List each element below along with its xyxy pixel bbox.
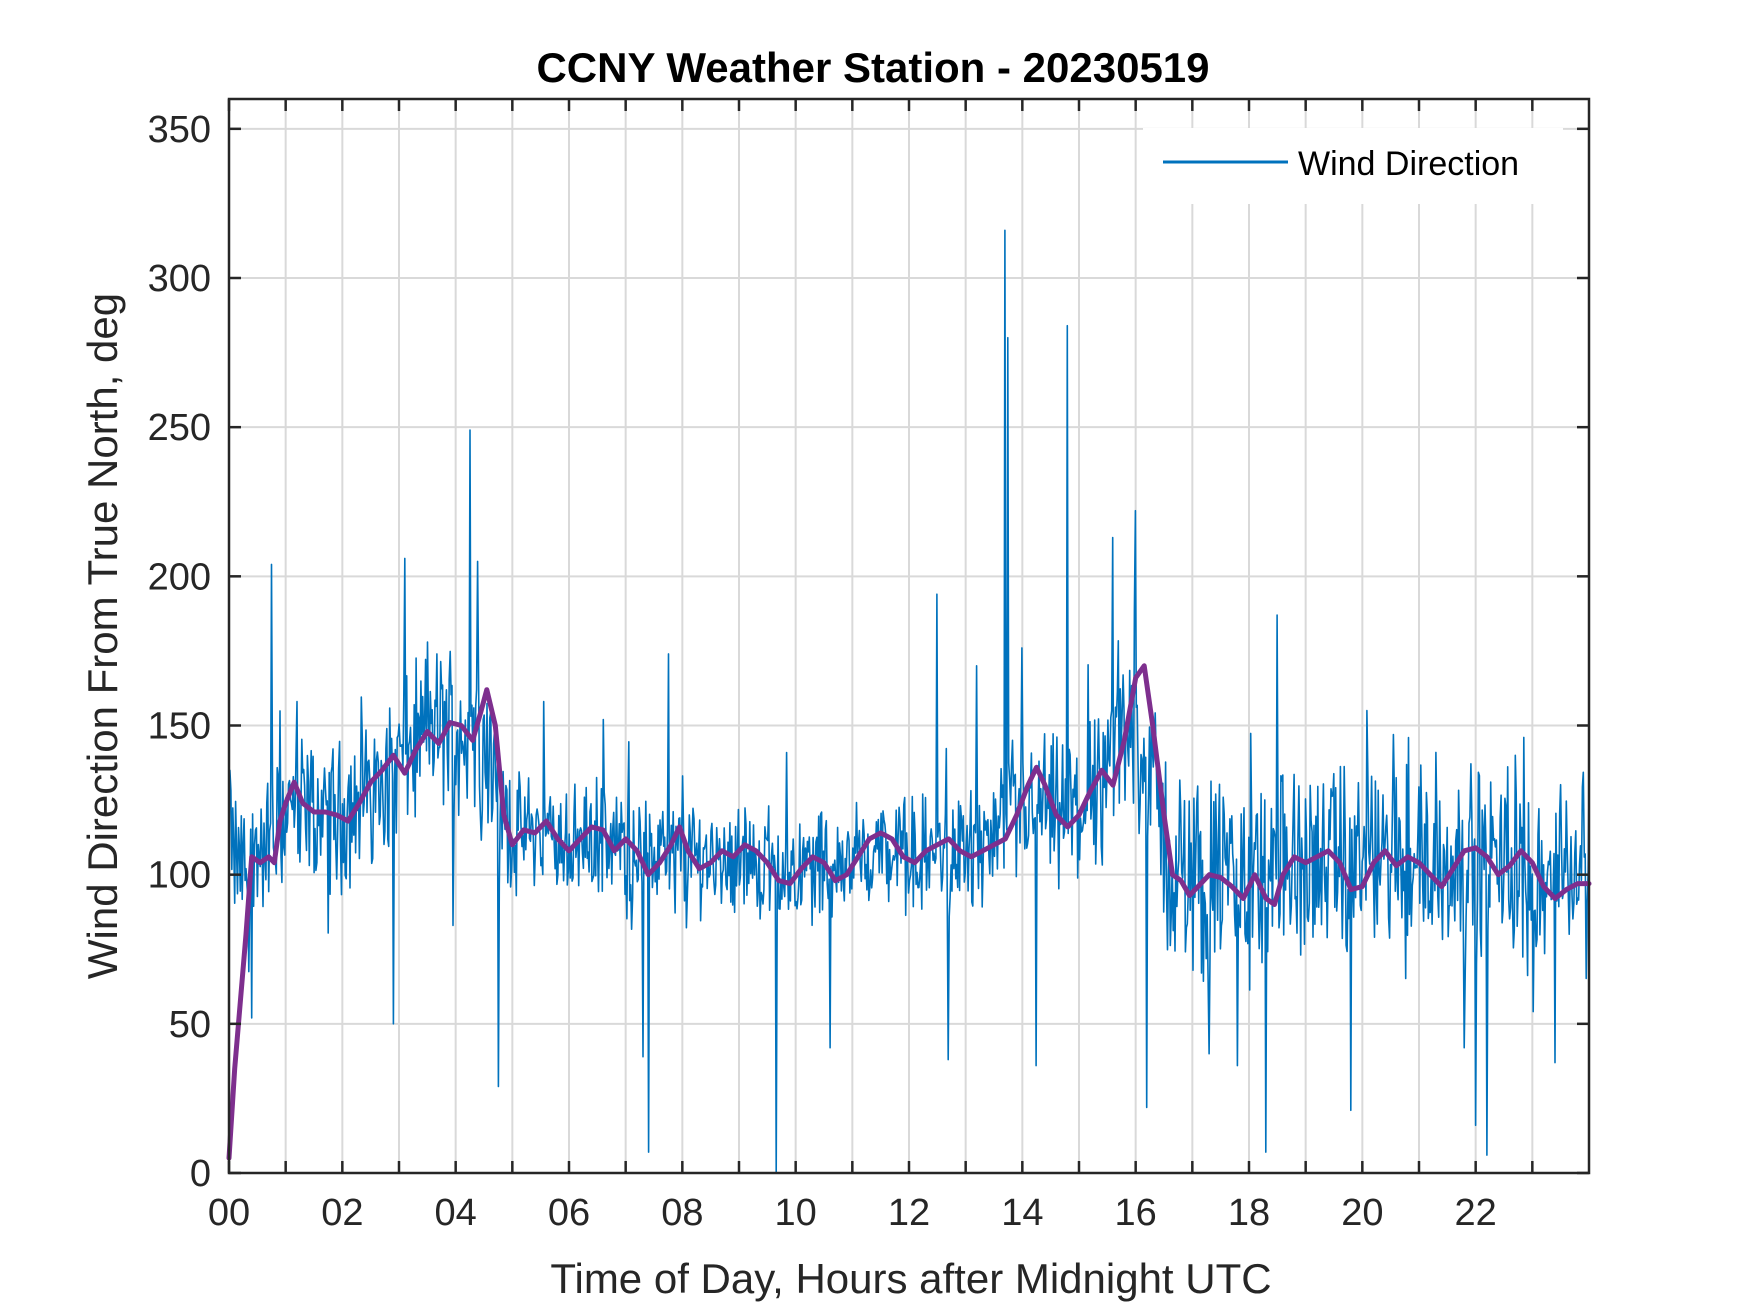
series-wind-direction bbox=[228, 229, 1590, 1174]
x-tick-label: 14 bbox=[1001, 1192, 1043, 1234]
x-tick-label: 22 bbox=[1455, 1192, 1497, 1234]
grid bbox=[228, 99, 1589, 1174]
x-tick-label: 04 bbox=[435, 1192, 477, 1234]
legend: Wind Direction bbox=[1143, 128, 1563, 204]
x-tick-label: 02 bbox=[321, 1192, 363, 1234]
y-tick-label: 200 bbox=[148, 556, 211, 598]
x-axis-label: Time of Day, Hours after Midnight UTC bbox=[550, 1255, 1271, 1302]
y-tick-label: 0 bbox=[190, 1153, 211, 1195]
x-tick-label: 20 bbox=[1341, 1192, 1383, 1234]
plot-area bbox=[226, 229, 1592, 1174]
x-tick-label: 00 bbox=[208, 1192, 250, 1234]
y-tick-label: 50 bbox=[169, 1004, 211, 1046]
x-tick-label: 16 bbox=[1115, 1192, 1157, 1234]
x-tick-label: 10 bbox=[775, 1192, 817, 1234]
legend-box bbox=[1143, 128, 1563, 204]
x-tick-label: 12 bbox=[888, 1192, 930, 1234]
tick-labels: 00 02 04 06 08 10 12 14 16 18 20 22 0 50 100 150 200 250 3… bbox=[148, 109, 1497, 1234]
y-tick-label: 150 bbox=[148, 706, 211, 748]
chart-title: CCNY Weather Station - 20230519 bbox=[536, 44, 1209, 91]
y-tick-label: 100 bbox=[148, 855, 211, 897]
y-tick-label: 250 bbox=[148, 407, 211, 449]
y-tick-label: 300 bbox=[148, 258, 211, 300]
x-tick-label: 18 bbox=[1228, 1192, 1270, 1234]
legend-entry-wind-direction: Wind Direction bbox=[1298, 145, 1519, 183]
y-axis-label: Wind Direction From True North, deg bbox=[79, 293, 126, 979]
x-tick-label: 08 bbox=[661, 1192, 703, 1234]
x-tick-label: 06 bbox=[548, 1192, 590, 1234]
series-smoothed-wind-direction bbox=[226, 663, 1592, 1161]
y-tick-label: 350 bbox=[148, 109, 211, 151]
axes bbox=[227, 97, 1591, 1175]
